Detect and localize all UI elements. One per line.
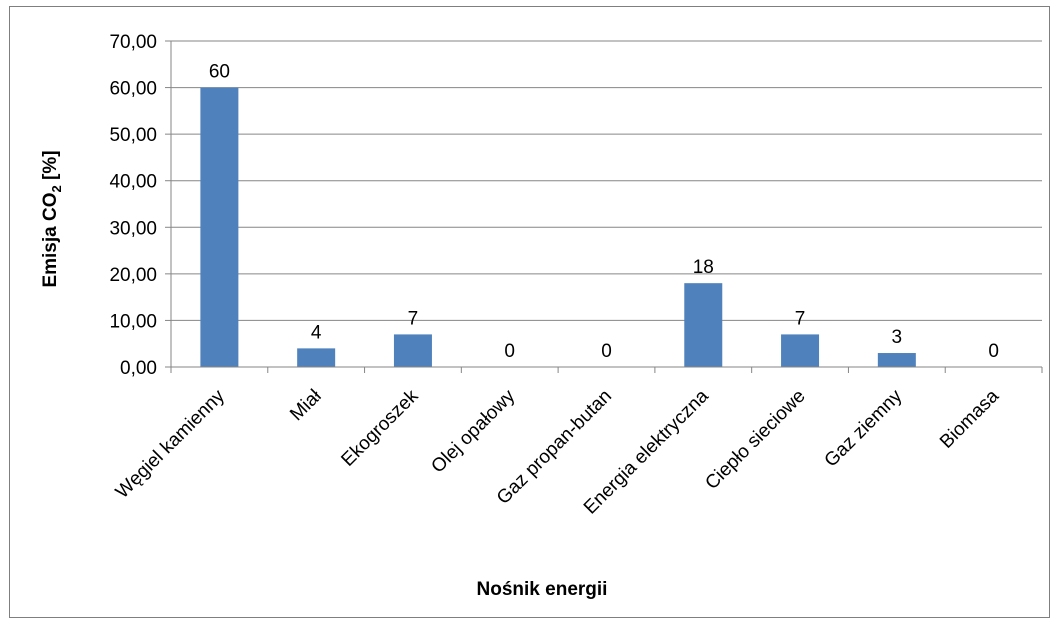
axes: [165, 40, 1043, 373]
data-label: 3: [892, 327, 903, 348]
data-label: 0: [601, 341, 612, 362]
bar: [393, 334, 432, 367]
x-tick-label: Ciepło sieciowe: [701, 386, 809, 494]
y-tick-label: 40,00: [109, 172, 157, 193]
x-tick-label: Węgiel kamienny: [112, 385, 230, 503]
y-tick-label: 70,00: [109, 32, 157, 53]
y-axis-label: Emisja CO2 [%]: [40, 150, 64, 287]
y-tick-label: 30,00: [109, 218, 157, 239]
bar-chart: 0,00 10,00 20,00 30,00 40,00 50,00 60,00 7 0,00 …: [40, 32, 1043, 600]
data-label: 7: [408, 308, 419, 329]
y-tick-label: 10,00: [109, 311, 157, 332]
gridlines: [171, 40, 1042, 321]
data-label: 0: [504, 341, 515, 362]
data-label: 4: [311, 322, 322, 343]
bar: [877, 353, 916, 367]
data-label: 18: [693, 257, 714, 278]
x-tick-label: Gaz ziemny: [821, 385, 907, 471]
bar: [781, 334, 820, 367]
y-tick-label: 0,00: [120, 358, 157, 379]
x-tick-label: Biomasa: [936, 385, 1003, 452]
data-label: 7: [795, 308, 806, 329]
data-label: 60: [209, 62, 230, 83]
data-label: 0: [988, 341, 999, 362]
data-labels: 60 4 7 0 0 18 7 3 0: [209, 62, 999, 362]
bar: [297, 348, 336, 367]
y-tick-label: 60,00: [109, 79, 157, 100]
y-tick-label: 20,00: [109, 265, 157, 286]
y-tick-label: 50,00: [109, 125, 157, 146]
x-tick-label: Olej opałowy: [427, 385, 519, 477]
y-tick-labels: 0,00 10,00 20,00 30,00 40,00 50,00 60,00 70,00: [109, 32, 157, 379]
bar: [684, 283, 723, 367]
bars: [200, 87, 916, 368]
x-axis-label: Nośnik energii: [477, 579, 608, 600]
x-tick-label: Ekogroszek: [337, 385, 422, 470]
x-tick-label: Miał: [286, 385, 326, 425]
x-tick-labels: Węgiel kamienny Miał Ekogroszek Olej opałow…: [112, 385, 1004, 518]
chart-frame: 0,00 10,00 20,00 30,00 40,00 50,00 60,00 7 0,00 …: [9, 6, 1050, 618]
bar: [200, 87, 239, 368]
